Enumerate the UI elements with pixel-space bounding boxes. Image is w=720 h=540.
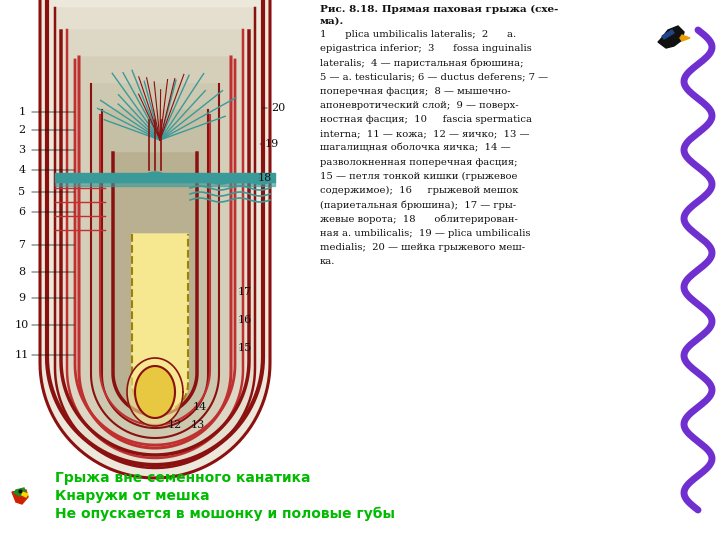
Text: 13: 13 (191, 420, 205, 430)
Text: шагалищная оболочка яичка;  14 —: шагалищная оболочка яичка; 14 — (320, 144, 510, 153)
Text: (париетальная брюшина);  17 — гры-: (париетальная брюшина); 17 — гры- (320, 200, 516, 210)
Text: апоневротический слой;  9 — поверх-: апоневротический слой; 9 — поверх- (320, 101, 518, 110)
Polygon shape (102, 110, 208, 428)
Text: 18: 18 (258, 173, 272, 183)
Text: Грыжа вне семенного канатика: Грыжа вне семенного канатика (55, 471, 310, 485)
Text: medialis;  20 — шейка грыжевого меш-: medialis; 20 — шейка грыжевого меш- (320, 243, 525, 252)
Polygon shape (55, 173, 275, 182)
Polygon shape (113, 153, 197, 415)
Text: разволокненная поперечная фасция;: разволокненная поперечная фасция; (320, 158, 518, 167)
Polygon shape (55, 8, 255, 468)
Text: Кнаружи от мешка: Кнаружи от мешка (55, 489, 210, 503)
Text: поперечная фасция;  8 — мышечно-: поперечная фасция; 8 — мышечно- (320, 87, 510, 96)
Text: ма).: ма). (320, 17, 344, 26)
Text: 8: 8 (19, 267, 26, 277)
Text: 15 — петля тонкой кишки (грыжевое: 15 — петля тонкой кишки (грыжевое (320, 172, 518, 181)
Text: epigastrica inferior;  3      fossa inguinalis: epigastrica inferior; 3 fossa inguinalis (320, 44, 532, 53)
Polygon shape (40, 0, 270, 478)
Polygon shape (662, 30, 674, 39)
Text: 17: 17 (238, 287, 252, 297)
Text: ностная фасция;  10     fascia spermatica: ностная фасция; 10 fascia spermatica (320, 115, 532, 124)
Polygon shape (91, 84, 219, 438)
Text: 19: 19 (265, 139, 279, 149)
Text: 12: 12 (168, 420, 182, 430)
Text: 10: 10 (15, 320, 29, 330)
Polygon shape (67, 30, 243, 458)
Polygon shape (658, 26, 684, 48)
Polygon shape (55, 182, 275, 186)
Polygon shape (132, 234, 188, 412)
Polygon shape (135, 366, 175, 418)
Text: 1: 1 (19, 107, 26, 117)
Text: Не опускается в мошонку и половые губы: Не опускается в мошонку и половые губы (55, 507, 395, 521)
Text: 5: 5 (19, 187, 26, 197)
Text: ная a. umbilicalis;  19 — plica umbilicalis: ная a. umbilicalis; 19 — plica umbilical… (320, 229, 531, 238)
Polygon shape (79, 57, 231, 448)
Polygon shape (14, 488, 26, 496)
Text: 5 — a. testicularis; 6 — ductus deferens; 7 —: 5 — a. testicularis; 6 — ductus deferens… (320, 72, 548, 82)
Text: 3: 3 (19, 145, 26, 155)
Text: 15: 15 (238, 343, 252, 353)
Text: 1      plica umbilicalis lateralis;  2      a.: 1 plica umbilicalis lateralis; 2 a. (320, 30, 516, 39)
Text: ка.: ка. (320, 257, 336, 266)
Text: 16: 16 (238, 315, 252, 325)
Text: interna;  11 — кожа;  12 — яичко;  13 —: interna; 11 — кожа; 12 — яичко; 13 — (320, 130, 529, 138)
Text: lateralis;  4 — паристальная брюшина;: lateralis; 4 — паристальная брюшина; (320, 58, 523, 68)
Text: 9: 9 (19, 293, 26, 303)
Text: 4: 4 (19, 165, 26, 175)
Text: 6: 6 (19, 207, 26, 217)
Polygon shape (680, 35, 690, 41)
Text: 11: 11 (15, 350, 29, 360)
Text: жевые ворота;  18      облитерирован-: жевые ворота; 18 облитерирован- (320, 214, 518, 224)
Text: содержимое);  16     грыжевой мешок: содержимое); 16 грыжевой мешок (320, 186, 518, 195)
Polygon shape (12, 490, 28, 504)
Text: 7: 7 (19, 240, 25, 250)
Text: 20: 20 (271, 103, 285, 113)
Polygon shape (22, 492, 28, 497)
Text: Рис. 8.18. Прямая паховая грыжа (схе-: Рис. 8.18. Прямая паховая грыжа (схе- (320, 5, 559, 14)
Text: 14: 14 (193, 402, 207, 412)
Polygon shape (145, 172, 165, 182)
Text: 2: 2 (19, 125, 26, 135)
Polygon shape (127, 358, 183, 426)
